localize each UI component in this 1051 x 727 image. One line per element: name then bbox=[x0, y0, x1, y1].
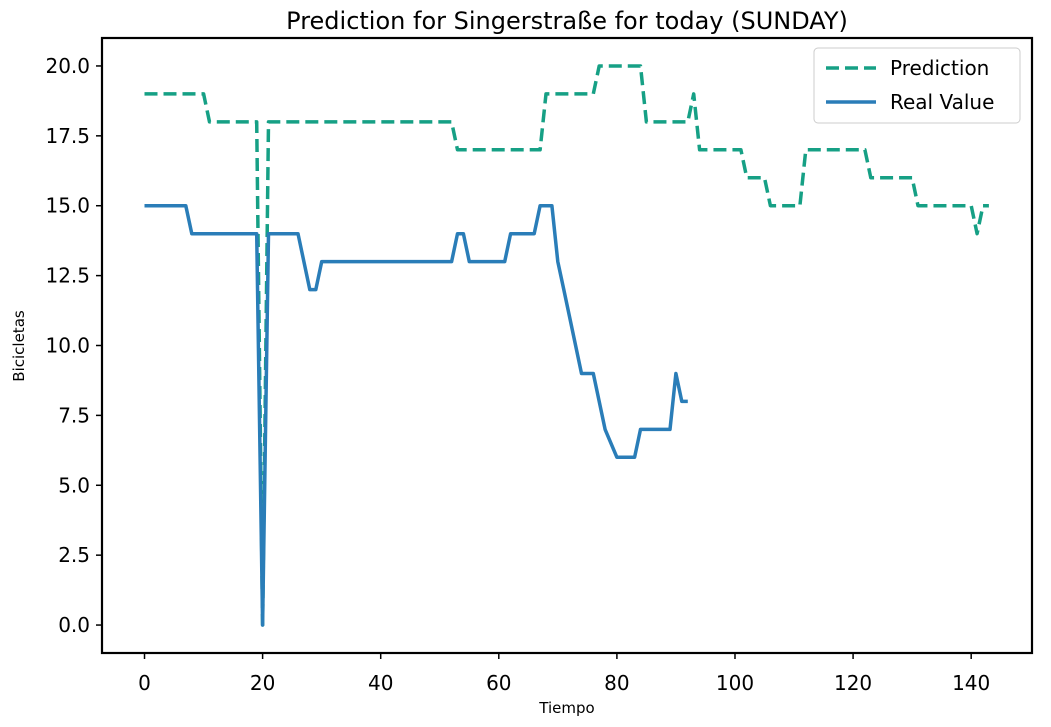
x-tick-label: 60 bbox=[486, 671, 511, 695]
plot-area bbox=[100, 36, 1034, 655]
y-tick-label: 7.5 bbox=[58, 403, 90, 427]
chart-title: Prediction for Singerstraße for today (S… bbox=[286, 7, 848, 35]
y-tick-label: 0.0 bbox=[58, 613, 90, 637]
x-tick-label: 0 bbox=[138, 671, 151, 695]
series-line-real-value bbox=[144, 203, 688, 627]
legend: Prediction Real Value bbox=[813, 47, 1021, 124]
series-line-prediction bbox=[144, 64, 989, 627]
y-tick-label: 15.0 bbox=[45, 194, 90, 218]
x-tick-label: 40 bbox=[368, 671, 393, 695]
x-axis-label: Tiempo bbox=[538, 699, 594, 717]
x-tick-label: 100 bbox=[716, 671, 754, 695]
y-tick-label: 17.5 bbox=[45, 124, 90, 148]
y-tick-label: 5.0 bbox=[58, 473, 90, 497]
series-layer bbox=[144, 64, 989, 627]
x-axis-ticks: 0 20 40 60 80 100 120 140 bbox=[138, 653, 990, 695]
y-tick-label: 12.5 bbox=[45, 264, 90, 288]
legend-label-real-value: Real Value bbox=[890, 90, 994, 114]
y-tick-label: 20.0 bbox=[45, 54, 90, 78]
x-tick-label: 20 bbox=[250, 671, 275, 695]
x-tick-label: 80 bbox=[604, 671, 629, 695]
legend-label-prediction: Prediction bbox=[890, 56, 989, 80]
y-tick-label: 10.0 bbox=[45, 334, 90, 358]
y-axis-ticks: 0.0 2.5 5.0 7.5 10.0 12.5 15.0 17.5 20.0 bbox=[45, 54, 102, 637]
x-tick-label: 140 bbox=[952, 671, 990, 695]
plot-frame bbox=[100, 36, 1034, 655]
y-axis-label: Bicicletas bbox=[10, 310, 28, 382]
y-tick-label: 2.5 bbox=[58, 543, 90, 567]
x-tick-label: 120 bbox=[834, 671, 872, 695]
